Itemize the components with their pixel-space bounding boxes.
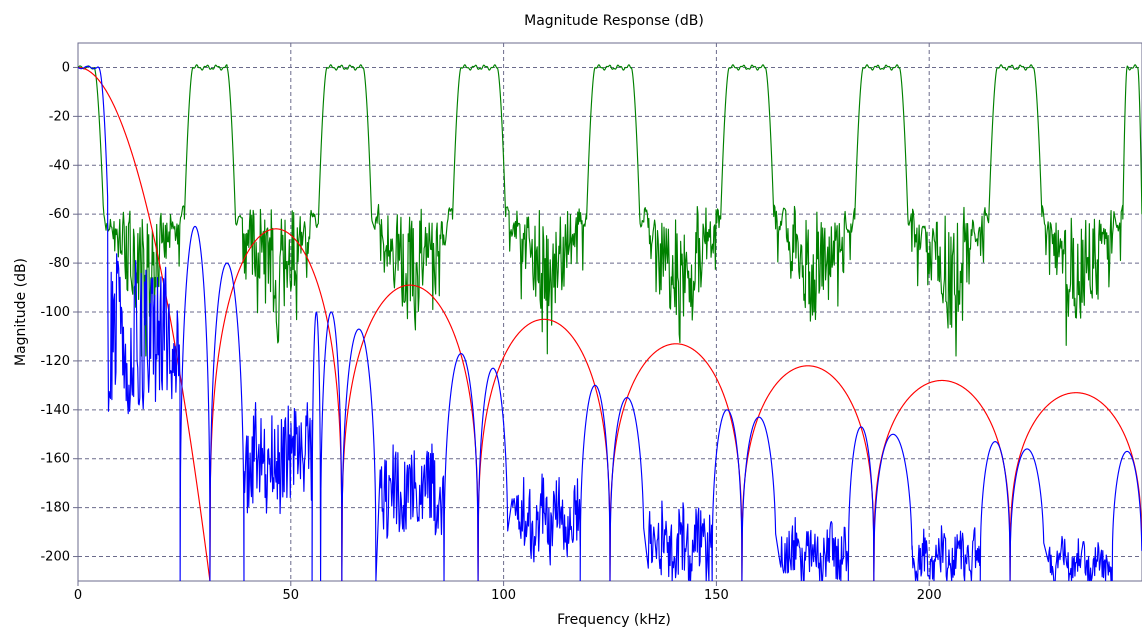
y-tick-label: -200 bbox=[40, 550, 70, 565]
x-tick-label: 50 bbox=[283, 588, 300, 603]
series-red bbox=[78, 66, 1142, 581]
y-tick-label: -120 bbox=[40, 354, 70, 369]
y-tick-label: -40 bbox=[49, 158, 70, 173]
green-response-line bbox=[78, 64, 1142, 357]
y-tick-label: -100 bbox=[40, 305, 70, 320]
y-tick-label: 0 bbox=[62, 60, 70, 75]
x-tick-label: 150 bbox=[704, 588, 729, 603]
y-tick-label: -180 bbox=[40, 501, 70, 516]
tick-layer: 0 50 100 150 200 0 -20 -40 -60 -80 -100 -120 -140 -16… bbox=[40, 60, 941, 603]
chart-title: Magnitude Response (dB) bbox=[524, 13, 704, 29]
y-tick-label: -160 bbox=[40, 452, 70, 467]
y-tick-label: -80 bbox=[49, 256, 70, 271]
x-axis-label: Frequency (kHz) bbox=[557, 612, 671, 628]
y-axis-label: Magnitude (dB) bbox=[13, 258, 29, 366]
series-blue bbox=[78, 65, 1142, 581]
x-tick-label: 0 bbox=[74, 588, 82, 603]
red-response-line bbox=[78, 66, 1142, 581]
x-tick-label: 200 bbox=[917, 588, 942, 603]
x-tick-label: 100 bbox=[491, 588, 516, 603]
blue-response-line bbox=[78, 65, 1142, 581]
y-tick-label: -20 bbox=[49, 109, 70, 124]
series-green bbox=[78, 64, 1142, 357]
y-tick-label: -140 bbox=[40, 403, 70, 418]
y-tick-label: -60 bbox=[49, 207, 70, 222]
